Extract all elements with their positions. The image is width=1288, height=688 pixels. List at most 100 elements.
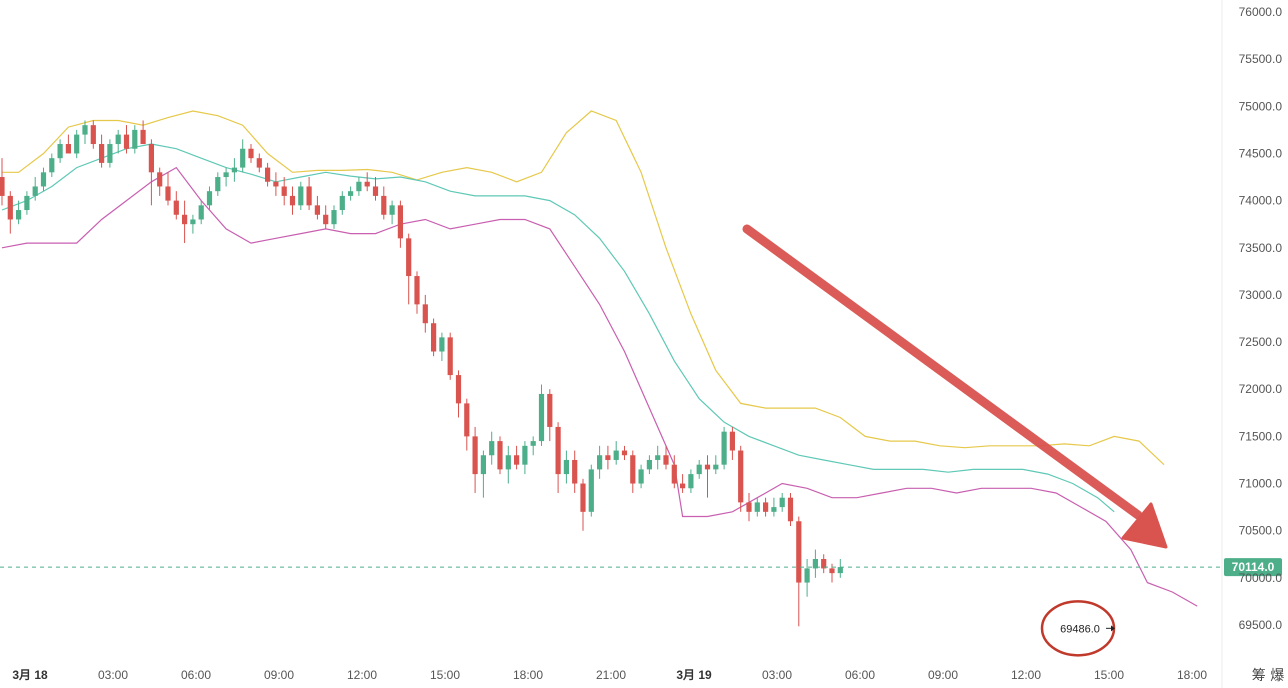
candle[interactable] xyxy=(738,445,744,512)
candle[interactable] xyxy=(821,554,827,574)
candle[interactable] xyxy=(804,558,810,597)
candle[interactable] xyxy=(356,177,362,196)
candle[interactable] xyxy=(497,436,503,475)
candle[interactable] xyxy=(796,516,802,627)
candle[interactable] xyxy=(273,172,279,196)
candle[interactable] xyxy=(671,455,677,489)
candle[interactable] xyxy=(389,200,395,225)
candle[interactable] xyxy=(65,134,71,154)
candle[interactable] xyxy=(621,445,628,460)
candle[interactable] xyxy=(547,389,553,442)
candle[interactable] xyxy=(32,177,38,201)
candle[interactable] xyxy=(572,450,578,493)
candle[interactable] xyxy=(165,172,171,206)
candle[interactable] xyxy=(206,186,213,211)
candle[interactable] xyxy=(7,191,13,234)
candle[interactable] xyxy=(107,139,113,168)
candle[interactable] xyxy=(140,120,146,145)
candle[interactable] xyxy=(148,139,154,206)
candle[interactable] xyxy=(298,181,304,211)
candle[interactable] xyxy=(74,129,80,159)
candle[interactable] xyxy=(580,478,586,531)
candle[interactable] xyxy=(439,332,445,361)
candle[interactable] xyxy=(289,186,296,215)
candle[interactable] xyxy=(489,431,495,465)
candle[interactable] xyxy=(588,464,594,517)
candle[interactable] xyxy=(331,205,337,229)
candle[interactable] xyxy=(198,200,204,225)
candle[interactable] xyxy=(57,139,63,163)
candle[interactable] xyxy=(655,445,661,470)
candle[interactable] xyxy=(40,167,47,192)
candle[interactable] xyxy=(422,294,428,333)
candle[interactable] xyxy=(721,426,727,470)
candle[interactable] xyxy=(829,563,835,583)
candle[interactable] xyxy=(455,370,462,418)
candle[interactable] xyxy=(605,445,611,470)
candle[interactable] xyxy=(688,469,694,493)
candle[interactable] xyxy=(713,455,719,475)
candle[interactable] xyxy=(397,200,403,248)
candle[interactable] xyxy=(281,177,287,206)
candle[interactable] xyxy=(812,549,818,578)
candle[interactable] xyxy=(115,129,121,154)
candle[interactable] xyxy=(223,167,229,187)
candle[interactable] xyxy=(597,445,603,479)
candle[interactable] xyxy=(314,195,320,220)
candle[interactable] xyxy=(514,445,520,470)
candle[interactable] xyxy=(480,450,486,498)
candle[interactable] xyxy=(787,492,794,526)
candle[interactable] xyxy=(638,464,644,489)
candle[interactable] xyxy=(646,455,652,475)
candle[interactable] xyxy=(555,422,561,493)
candle[interactable] xyxy=(132,125,138,154)
candle[interactable] xyxy=(746,492,752,522)
candle[interactable] xyxy=(339,191,345,215)
candle[interactable] xyxy=(680,474,686,493)
candle[interactable] xyxy=(256,153,262,173)
candle[interactable] xyxy=(406,233,412,305)
candle[interactable] xyxy=(265,162,271,187)
candle[interactable] xyxy=(231,158,237,182)
candle[interactable] xyxy=(49,153,55,178)
candle[interactable] xyxy=(182,200,188,244)
candle[interactable] xyxy=(779,492,785,512)
candle[interactable] xyxy=(99,134,105,168)
candle[interactable] xyxy=(123,125,130,154)
candle[interactable] xyxy=(530,436,536,456)
candle[interactable] xyxy=(16,200,22,225)
candle[interactable] xyxy=(24,191,30,215)
candle[interactable] xyxy=(414,271,420,314)
candle[interactable] xyxy=(704,455,711,498)
candle[interactable] xyxy=(248,144,254,163)
candle[interactable] xyxy=(431,318,437,357)
candle[interactable] xyxy=(157,167,163,196)
candle[interactable] xyxy=(323,205,329,229)
candle[interactable] xyxy=(630,450,636,493)
candle[interactable] xyxy=(240,139,246,173)
candle[interactable] xyxy=(447,332,453,380)
candle[interactable] xyxy=(215,172,221,196)
candle[interactable] xyxy=(754,497,760,517)
candle[interactable] xyxy=(306,177,312,211)
candle[interactable] xyxy=(348,186,354,201)
candle[interactable] xyxy=(472,426,478,493)
candle[interactable] xyxy=(464,398,470,451)
candle[interactable] xyxy=(364,172,370,192)
candle[interactable] xyxy=(696,459,702,479)
candle[interactable] xyxy=(173,191,179,220)
candle[interactable] xyxy=(372,177,379,201)
candle[interactable] xyxy=(771,497,777,517)
candle[interactable] xyxy=(190,214,196,234)
candle[interactable] xyxy=(505,445,511,484)
candle[interactable] xyxy=(729,426,735,460)
candle[interactable] xyxy=(82,120,88,145)
candle[interactable] xyxy=(90,120,96,149)
candle[interactable] xyxy=(763,497,769,517)
candle[interactable] xyxy=(837,558,843,578)
candle[interactable] xyxy=(613,441,619,465)
candle[interactable] xyxy=(0,158,5,206)
candle[interactable] xyxy=(563,450,569,484)
